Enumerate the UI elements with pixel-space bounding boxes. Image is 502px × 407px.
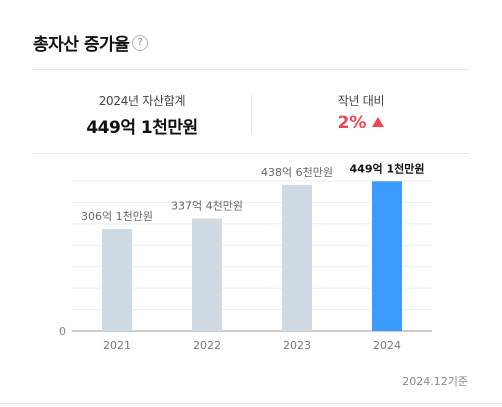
x-tick-label: 2022	[193, 339, 221, 352]
total-assets-value: 449억 1천만원	[86, 118, 198, 138]
total-assets-summary: 2024년 자산합계 449억 1천만원	[33, 92, 251, 138]
data-label: 438억 6천만원	[261, 165, 333, 179]
yoy-change-value: 2%	[252, 113, 470, 133]
bottom-divider	[0, 403, 502, 404]
data-label: 449억 1천만원	[350, 161, 425, 175]
yoy-change-summary: 작년 대비 2%	[252, 92, 470, 133]
yoy-change-label: 작년 대비	[337, 94, 385, 108]
bar-2021	[102, 228, 132, 331]
middle-divider	[33, 153, 469, 154]
footnote: 2024.12기준	[402, 375, 468, 388]
x-tick-label: 2024	[373, 339, 401, 352]
x-tick-label: 2023	[283, 339, 311, 352]
bar-2022	[192, 218, 222, 331]
x-tick-label: 2021	[103, 339, 131, 352]
y-tick-label: 0	[59, 325, 66, 338]
section-title: 총자산 증가율	[33, 35, 130, 55]
question-circle-icon[interactable]: ?	[132, 35, 148, 51]
summary-separator	[251, 95, 252, 133]
triangle-up-icon	[372, 113, 385, 133]
data-label: 337억 4천만원	[171, 199, 243, 213]
data-label: 306억 1천만원	[81, 209, 153, 223]
bar-2024	[372, 181, 402, 331]
top-divider	[33, 69, 469, 70]
yoy-change-percent: 2%	[337, 113, 367, 133]
bar-2023	[282, 184, 312, 331]
total-assets-label: 2024년 자산합계	[98, 94, 186, 108]
